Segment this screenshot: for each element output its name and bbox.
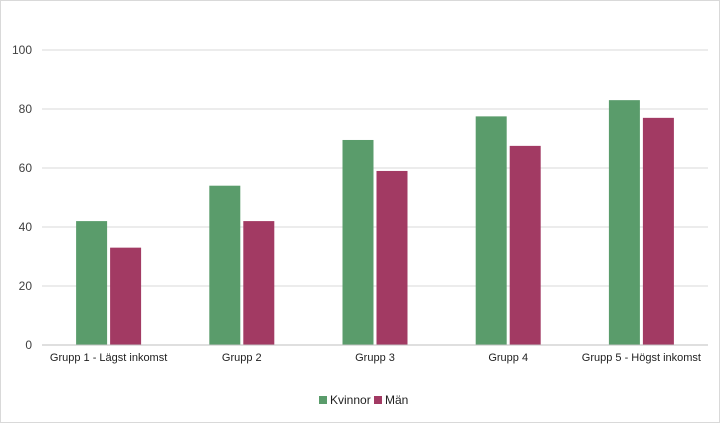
legend-swatch [319,396,327,404]
y-tick-label: 100 [12,43,32,57]
x-category-label: Grupp 4 [488,352,528,364]
bars [76,100,674,346]
bar-man [110,247,142,345]
bar-kvinnor [209,185,241,345]
bar-kvinnor [342,139,374,345]
bar-man [376,170,408,345]
x-category-label: Grupp 3 [355,352,395,364]
bar-man [243,221,275,345]
bar-kvinnor [475,116,507,345]
legend-label: Kvinnor [330,393,371,407]
legend-swatch [374,396,382,404]
y-tick-label: 0 [25,338,32,352]
bar-man [642,117,674,345]
gridlines [42,49,708,287]
y-tick-label: 60 [19,161,33,175]
y-tick-label: 80 [19,102,33,116]
y-tick-label: 40 [19,220,33,234]
bar-kvinnor [608,100,640,346]
y-axis-ticks: 0 20 40 60 80 100 [12,43,32,352]
x-category-label: Grupp 5 - Högst inkomst [582,352,701,364]
x-category-label: Grupp 2 [222,352,262,364]
legend: Kvinnor Män [319,393,408,407]
legend-label: Män [385,393,408,407]
bar-kvinnor [76,221,108,345]
x-axis-categories: Grupp 1 - Lägst inkomst Grupp 2 Grupp 3 Gru… [50,352,701,364]
x-category-label: Grupp 1 - Lägst inkomst [50,352,167,364]
y-tick-label: 20 [19,279,33,293]
bar-man [509,145,541,345]
